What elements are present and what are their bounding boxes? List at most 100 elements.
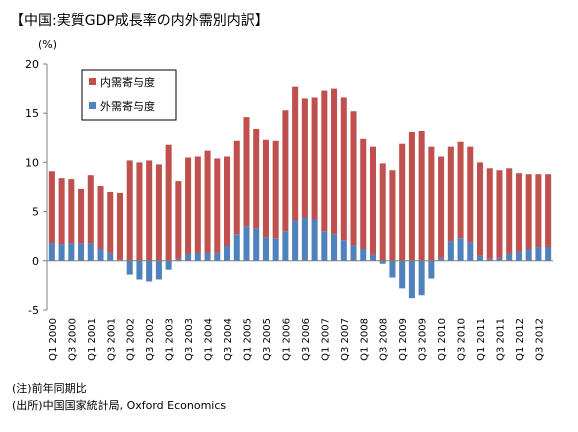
bar-external <box>224 246 231 261</box>
y-tick-label: -5 <box>28 304 39 317</box>
bar-domestic <box>311 97 318 220</box>
bar-domestic <box>369 146 376 255</box>
bar-external <box>477 255 484 261</box>
x-tick-label: Q1 2009 <box>398 318 409 361</box>
bar-domestic <box>408 131 415 261</box>
bar-domestic <box>321 90 328 232</box>
bar-external <box>515 251 522 261</box>
bar-domestic <box>457 141 464 239</box>
y-tick-label: 5 <box>32 206 39 219</box>
legend-swatch-domestic <box>89 78 96 85</box>
bar-external <box>447 241 454 261</box>
bar-domestic <box>272 140 279 239</box>
bar-domestic <box>214 158 221 253</box>
bar-domestic <box>58 178 65 245</box>
x-tick-label: Q1 2010 <box>437 318 448 361</box>
x-tick-label: Q1 2008 <box>359 318 370 361</box>
bar-external <box>467 242 474 261</box>
bar-domestic <box>78 188 85 244</box>
bar-external <box>486 258 493 261</box>
bar-external <box>194 252 201 261</box>
bar-domestic <box>292 86 299 221</box>
bar-domestic <box>136 162 143 261</box>
x-tick-label: Q1 2012 <box>515 318 526 361</box>
bar-domestic <box>496 170 503 258</box>
bar-domestic <box>525 174 532 249</box>
bar-external <box>126 260 133 275</box>
bar-external <box>87 243 94 261</box>
legend-frame <box>81 69 177 121</box>
y-tick-label: 10 <box>25 156 39 169</box>
legend: 内需寄与度 外需寄与度 <box>81 69 177 121</box>
bar-external <box>389 260 396 278</box>
bar-domestic <box>243 117 250 227</box>
bar-external <box>136 260 143 280</box>
bar-external <box>408 260 415 299</box>
bar-domestic <box>233 140 240 235</box>
x-tick-label: Q1 2011 <box>476 318 487 361</box>
bar-external <box>506 253 513 261</box>
x-tick-label: Q1 2001 <box>87 318 98 361</box>
bar-external <box>78 243 85 261</box>
bar-domestic <box>350 111 357 246</box>
bar-external <box>350 245 357 261</box>
bar-external <box>418 260 425 296</box>
bar-external <box>243 226 250 261</box>
bar-domestic <box>165 144 172 261</box>
x-tick-label: Q3 2009 <box>418 318 429 361</box>
bar-domestic <box>428 146 435 261</box>
bar-external <box>146 260 153 282</box>
x-tick-label: Q3 2011 <box>495 318 506 361</box>
y-tick-label: 20 <box>25 58 39 71</box>
bar-external <box>496 257 503 261</box>
x-tick-label: Q3 2004 <box>223 318 234 361</box>
bar-domestic <box>447 146 454 242</box>
x-tick-label: Q3 2010 <box>457 318 468 361</box>
bar-external <box>545 247 552 261</box>
bar-external <box>428 260 435 279</box>
bar-domestic <box>253 128 260 229</box>
bar-domestic <box>282 110 289 232</box>
y-tick-label: 15 <box>25 107 39 120</box>
bar-domestic <box>262 139 269 238</box>
x-tick-label: Q1 2000 <box>48 318 59 361</box>
bar-external <box>321 231 328 261</box>
bar-domestic <box>535 174 542 248</box>
y-tick-label: 0 <box>32 255 39 268</box>
bar-domestic <box>399 143 406 261</box>
bar-external <box>369 254 376 261</box>
bar-domestic <box>48 171 55 244</box>
x-tick-label: Q1 2006 <box>281 318 292 361</box>
legend-label-domestic: 内需寄与度 <box>100 75 155 89</box>
x-tick-label: Q3 2012 <box>534 318 545 361</box>
bar-domestic <box>185 157 192 254</box>
bar-external <box>340 240 347 261</box>
bar-domestic <box>545 174 552 248</box>
x-tick-label: Q3 2000 <box>67 318 78 361</box>
bar-external <box>97 248 104 261</box>
x-tick-label: Q3 2003 <box>184 318 195 361</box>
x-tick-label: Q3 2006 <box>301 318 312 361</box>
x-tick-label: Q3 2001 <box>106 318 117 361</box>
bar-domestic <box>97 186 104 249</box>
bar-external <box>301 217 308 261</box>
bar-domestic <box>331 88 338 235</box>
bar-domestic <box>107 191 114 253</box>
legend-label-external: 外需寄与度 <box>100 99 155 113</box>
bar-domestic <box>438 156 445 258</box>
bar-domestic <box>389 170 396 261</box>
bar-domestic <box>87 175 94 244</box>
bar-domestic <box>379 163 386 261</box>
bar-external <box>253 228 260 261</box>
bar-external <box>438 257 445 261</box>
y-axis-unit: (%) <box>38 38 58 51</box>
bar-domestic <box>116 192 123 260</box>
bar-external <box>107 252 114 261</box>
bar-domestic <box>506 168 513 254</box>
bar-domestic <box>155 164 162 261</box>
bar-external <box>311 219 318 261</box>
bar-domestic <box>467 146 474 243</box>
bar-external <box>204 252 211 261</box>
bar-external <box>379 260 386 264</box>
source-text: (出所)中国国家統計局, Oxford Economics <box>12 399 227 412</box>
